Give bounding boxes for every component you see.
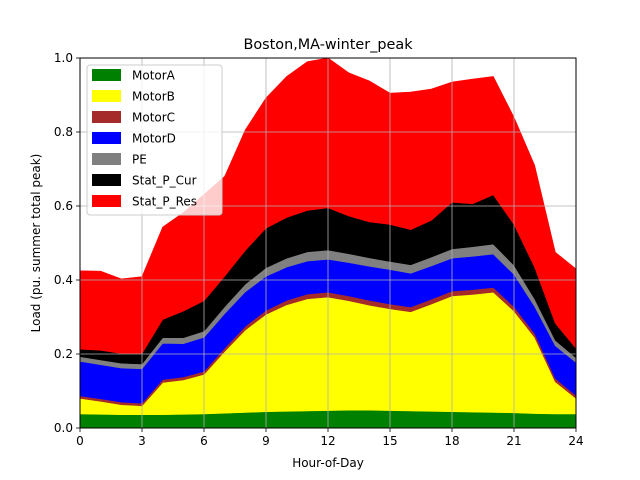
legend-label-motorc: MotorC: [132, 111, 175, 125]
y-tick-label: 0.0: [54, 421, 73, 435]
x-tick-label: 6: [200, 434, 208, 448]
legend-swatch-stat-p-res: [92, 195, 121, 207]
legend-swatch-motorc: [92, 111, 121, 123]
x-tick-label: 15: [382, 434, 397, 448]
x-tick-label: 21: [506, 434, 521, 448]
x-tick-label: 18: [444, 434, 459, 448]
legend-swatch-stat-p-cur: [92, 174, 121, 186]
x-axis-label: Hour-of-Day: [292, 456, 364, 470]
legend: MotorA MotorB MotorC MotorD PE Stat_P_Cur Stat…: [86, 64, 223, 216]
legend-swatch-motorb: [92, 90, 121, 102]
x-tick-label: 3: [138, 434, 146, 448]
y-tick-label: 1.0: [54, 51, 73, 65]
y-tick-label: 0.8: [54, 125, 73, 139]
legend-swatch-motord: [92, 132, 121, 144]
x-tick-label: 12: [320, 434, 335, 448]
y-tick-label: 0.2: [54, 347, 73, 361]
chart-title: Boston,MA-winter_peak: [243, 37, 413, 53]
y-tick-label: 0.6: [54, 199, 73, 213]
y-axis-label: Load (pu. summer total peak): [29, 154, 43, 333]
y-axis-ticks: 0.0 0.2 0.4 0.6 0.8 1.0: [54, 51, 80, 435]
x-tick-label: 24: [568, 434, 583, 448]
legend-swatch-pe: [92, 153, 121, 165]
legend-label-stat-p-res: Stat_P_Res: [132, 195, 197, 209]
legend-label-pe: PE: [132, 153, 147, 167]
legend-label-stat-p-cur: Stat_P_Cur: [132, 174, 197, 188]
x-axis-ticks: 0 3 6 9 12 15 18 21 24: [76, 428, 584, 448]
y-tick-label: 0.4: [54, 273, 73, 287]
x-tick-label: 9: [262, 434, 270, 448]
legend-label-motord: MotorD: [132, 132, 176, 146]
legend-label-motorb: MotorB: [132, 90, 175, 104]
x-tick-label: 0: [76, 434, 84, 448]
legend-swatch-motora: [92, 69, 121, 81]
legend-label-motora: MotorA: [132, 69, 176, 83]
